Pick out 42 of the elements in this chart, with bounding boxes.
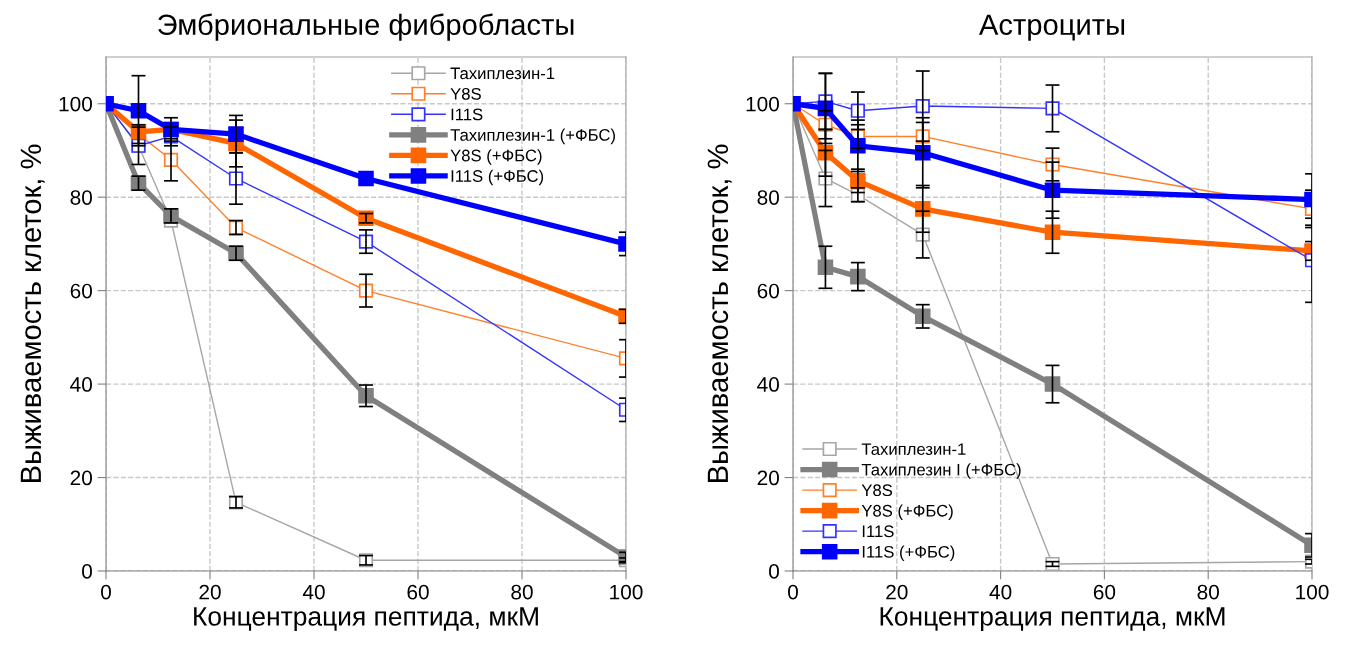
legend-label: Тахиплезин-1 <box>450 67 555 80</box>
chart-title: Астроциты <box>978 14 1125 41</box>
legend-label: Y8S <box>861 484 893 497</box>
y-tick-label: 0 <box>82 564 92 579</box>
y-tick-label: 100 <box>746 96 779 112</box>
y-tick-label: 100 <box>59 96 92 112</box>
x-axis-title: Концентрация пептида, мкМ <box>194 607 538 631</box>
y-tick-label: 80 <box>757 190 779 205</box>
x-axis-title: Концентрация пептида, мкМ <box>880 607 1225 631</box>
x-tick-label: 20 <box>886 584 908 600</box>
x-tick-label: 0 <box>788 584 798 600</box>
x-tick-label: 0 <box>101 584 111 600</box>
y-tick-label: 80 <box>70 190 92 205</box>
x-tick-label: 80 <box>1197 584 1219 600</box>
x-tick-label: 60 <box>407 584 429 600</box>
legend-label: Y8S (+ФБС) <box>450 149 542 165</box>
chart-title: Эмбриональные фибробласты <box>158 13 574 41</box>
legend-label: Тахиплезин-1 (+ФБС) <box>450 128 615 145</box>
legend-label: Y8S (+ФБС) <box>861 504 953 520</box>
x-tick-label: 100 <box>1296 584 1329 600</box>
y-tick-label: 20 <box>757 470 779 486</box>
y-tick-label: 40 <box>757 377 779 392</box>
legend-label: I11S <box>451 108 483 121</box>
x-tick-label: 40 <box>989 584 1012 600</box>
legend-label: I11S <box>862 525 894 538</box>
x-tick-label: 60 <box>1093 584 1116 600</box>
y-tick-label: 60 <box>70 283 92 299</box>
legend-label: Тахиплезин-1 <box>861 443 966 456</box>
y-axis-title: Выживаемость клеток, % <box>707 144 732 483</box>
legend-label: I11S (+ФБС) <box>451 169 544 186</box>
y-axis-title: Выживаемость клеток, % <box>20 144 45 483</box>
x-tick-label: 100 <box>610 584 643 600</box>
legend-label: Y8S <box>450 87 481 100</box>
y-tick-label: 40 <box>70 377 92 392</box>
y-tick-label: 0 <box>769 564 779 579</box>
legend-label: I11S (+ФБС) <box>862 545 955 561</box>
x-tick-label: 40 <box>302 584 325 600</box>
y-tick-label: 60 <box>757 283 779 299</box>
y-tick-label: 20 <box>70 470 92 486</box>
legend-label: Тахиплезин I (+ФБС) <box>861 463 1021 479</box>
x-tick-label: 20 <box>199 584 221 600</box>
x-tick-label: 80 <box>511 584 533 600</box>
